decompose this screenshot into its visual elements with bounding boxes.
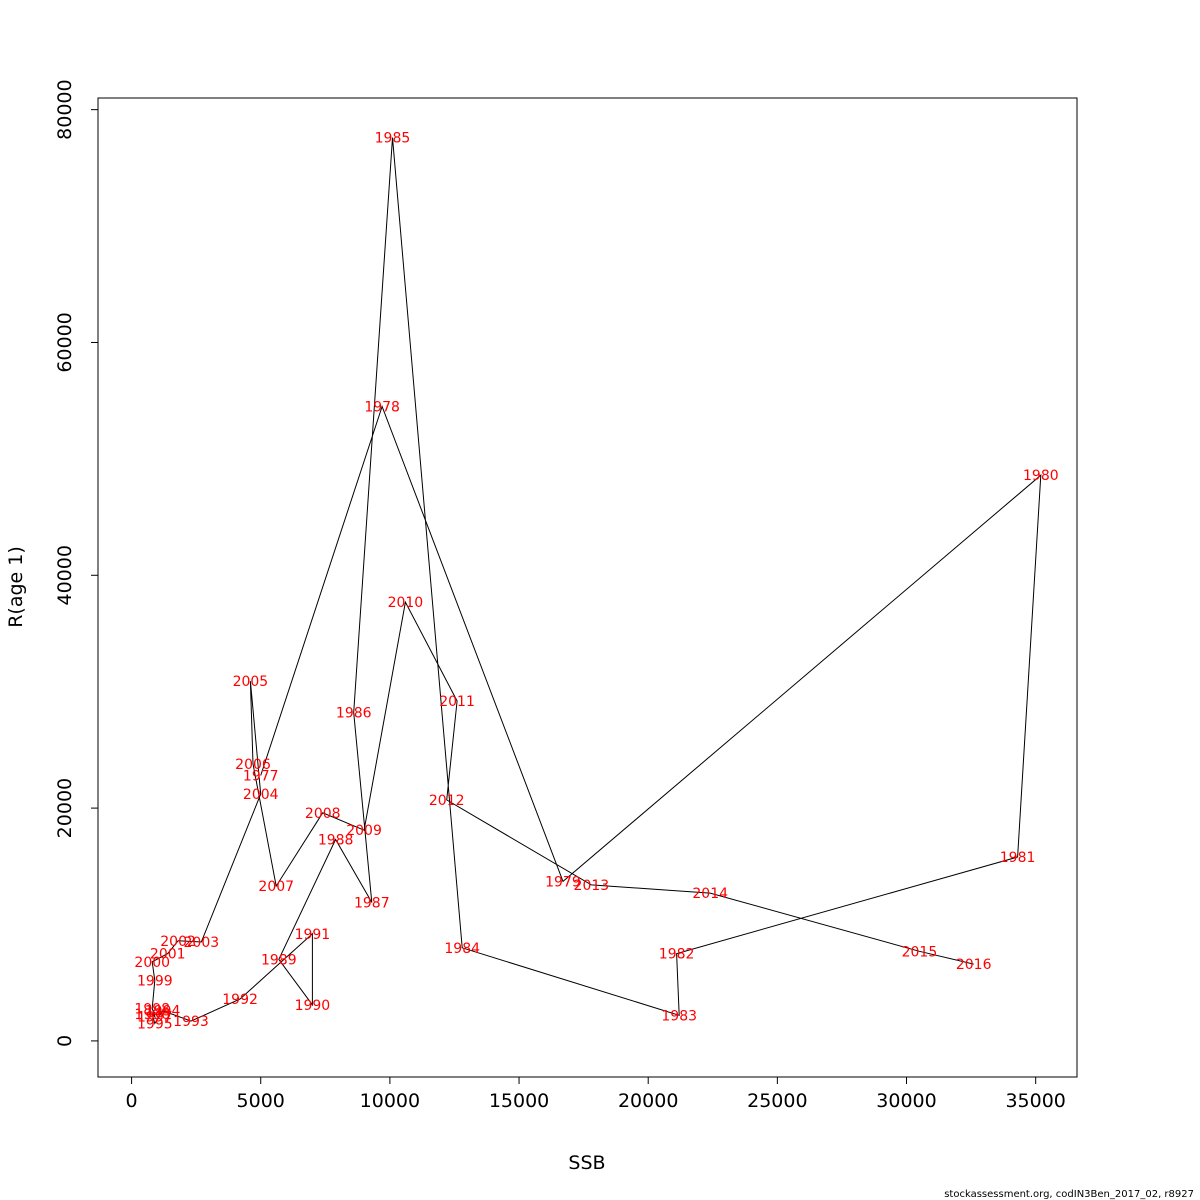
point-label-2010: 2010 [388, 595, 424, 611]
point-label-2011: 2011 [439, 694, 475, 710]
point-label-1995: 1995 [137, 1016, 173, 1032]
x-tick-label: 15000 [489, 1090, 549, 1112]
point-label-1991: 1991 [295, 927, 331, 943]
point-label-2007: 2007 [258, 879, 294, 895]
point-label-1993: 1993 [173, 1014, 209, 1030]
point-label-1990: 1990 [295, 998, 331, 1014]
point-label-1984: 1984 [444, 941, 480, 957]
point-label-1981: 1981 [1000, 850, 1036, 866]
point-label-2014: 2014 [692, 886, 728, 902]
point-label-1998: 1998 [134, 1001, 170, 1017]
x-tick-label: 20000 [618, 1090, 678, 1112]
y-tick-label: 0 [54, 1035, 76, 1047]
x-tick-label: 5000 [237, 1090, 285, 1112]
point-label-1982: 1982 [659, 947, 695, 963]
x-tick-label: 30000 [876, 1090, 936, 1112]
y-tick-label: 80000 [54, 79, 76, 139]
point-label-1989: 1989 [261, 952, 297, 968]
point-label-1985: 1985 [375, 131, 411, 147]
point-label-2000: 2000 [134, 955, 170, 971]
point-label-1996: 1996 [134, 1007, 170, 1023]
point-label-2016: 2016 [956, 957, 992, 973]
point-label-1986: 1986 [336, 706, 372, 722]
point-label-1987: 1987 [354, 895, 390, 911]
y-tick-label: 60000 [54, 312, 76, 372]
point-label-2006: 2006 [235, 757, 271, 773]
x-tick-label: 0 [126, 1090, 138, 1112]
point-label-1979: 1979 [545, 874, 581, 890]
point-label-2001: 2001 [150, 947, 186, 963]
point-label-1994: 1994 [145, 1004, 181, 1020]
x-tick-label: 35000 [1005, 1090, 1065, 1112]
point-label-1977: 1977 [243, 769, 279, 785]
point-label-2012: 2012 [429, 793, 465, 809]
point-label-2009: 2009 [346, 823, 382, 839]
point-label-2005: 2005 [233, 674, 269, 690]
x-tick-label: 25000 [747, 1090, 807, 1112]
point-label-2013: 2013 [574, 878, 610, 894]
y-axis-title: R(age 1) [5, 546, 27, 628]
point-label-1988: 1988 [318, 833, 354, 849]
point-label-2003: 2003 [184, 935, 220, 951]
y-tick-label: 20000 [54, 778, 76, 838]
point-labels: 1977 1978 1979 1980 1981 1982 1983 1984 1985 1986… [134, 131, 1058, 1033]
point-label-1999: 1999 [137, 973, 173, 989]
point-label-2008: 2008 [305, 806, 341, 822]
point-label-1997: 1997 [137, 1009, 173, 1025]
point-label-1983: 1983 [661, 1008, 697, 1024]
x-axis-title: SSB [568, 1152, 605, 1174]
x-axis: 0 5000 10000 15000 20000 25000 30000 35000 [126, 1076, 1066, 1112]
point-label-1978: 1978 [364, 399, 400, 415]
footer-credit: stockassessment.org, codIN3Ben_2017_02, … [944, 1189, 1194, 1200]
y-axis: 0 20000 40000 60000 80000 [54, 79, 99, 1047]
point-label-2002: 2002 [160, 934, 196, 950]
y-tick-label: 40000 [54, 545, 76, 605]
series-line [151, 137, 1042, 1025]
point-label-1980: 1980 [1023, 468, 1059, 484]
point-label-1992: 1992 [222, 992, 258, 1008]
point-label-2015: 2015 [902, 944, 938, 960]
point-label-2004: 2004 [243, 787, 279, 803]
x-tick-label: 10000 [360, 1090, 420, 1112]
plot-frame [97, 97, 1078, 1078]
